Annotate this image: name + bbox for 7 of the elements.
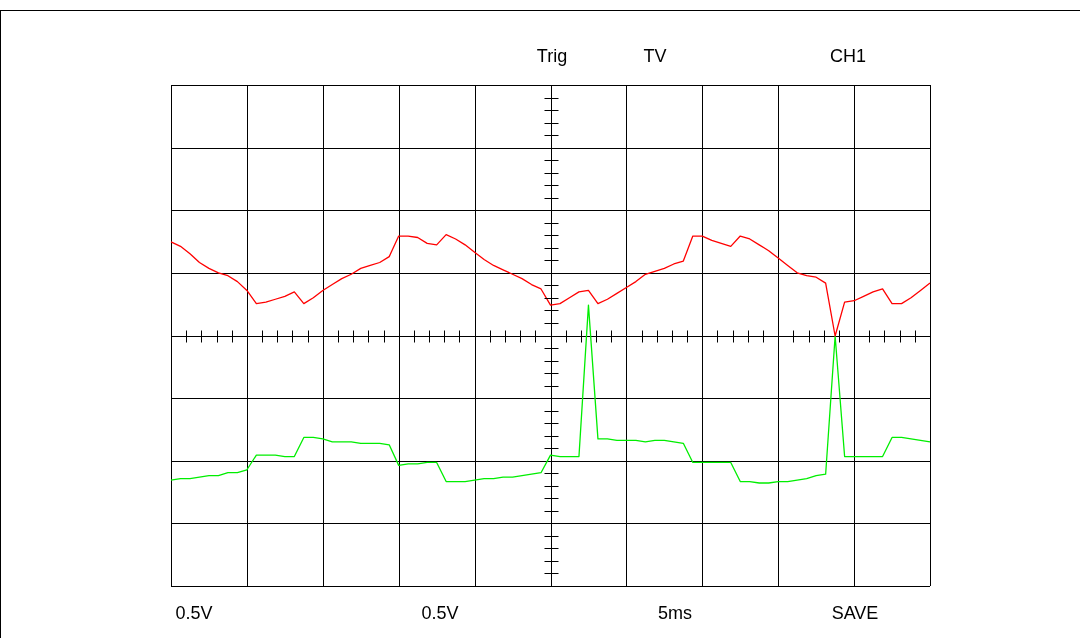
text: SAVE	[831, 602, 879, 623]
text: Trig	[536, 45, 568, 66]
text: 0.5V	[421, 602, 459, 623]
text: 0.5V	[175, 602, 213, 623]
text: 5ms	[657, 602, 693, 623]
text: CH1	[829, 45, 867, 66]
text: TV	[643, 45, 667, 66]
